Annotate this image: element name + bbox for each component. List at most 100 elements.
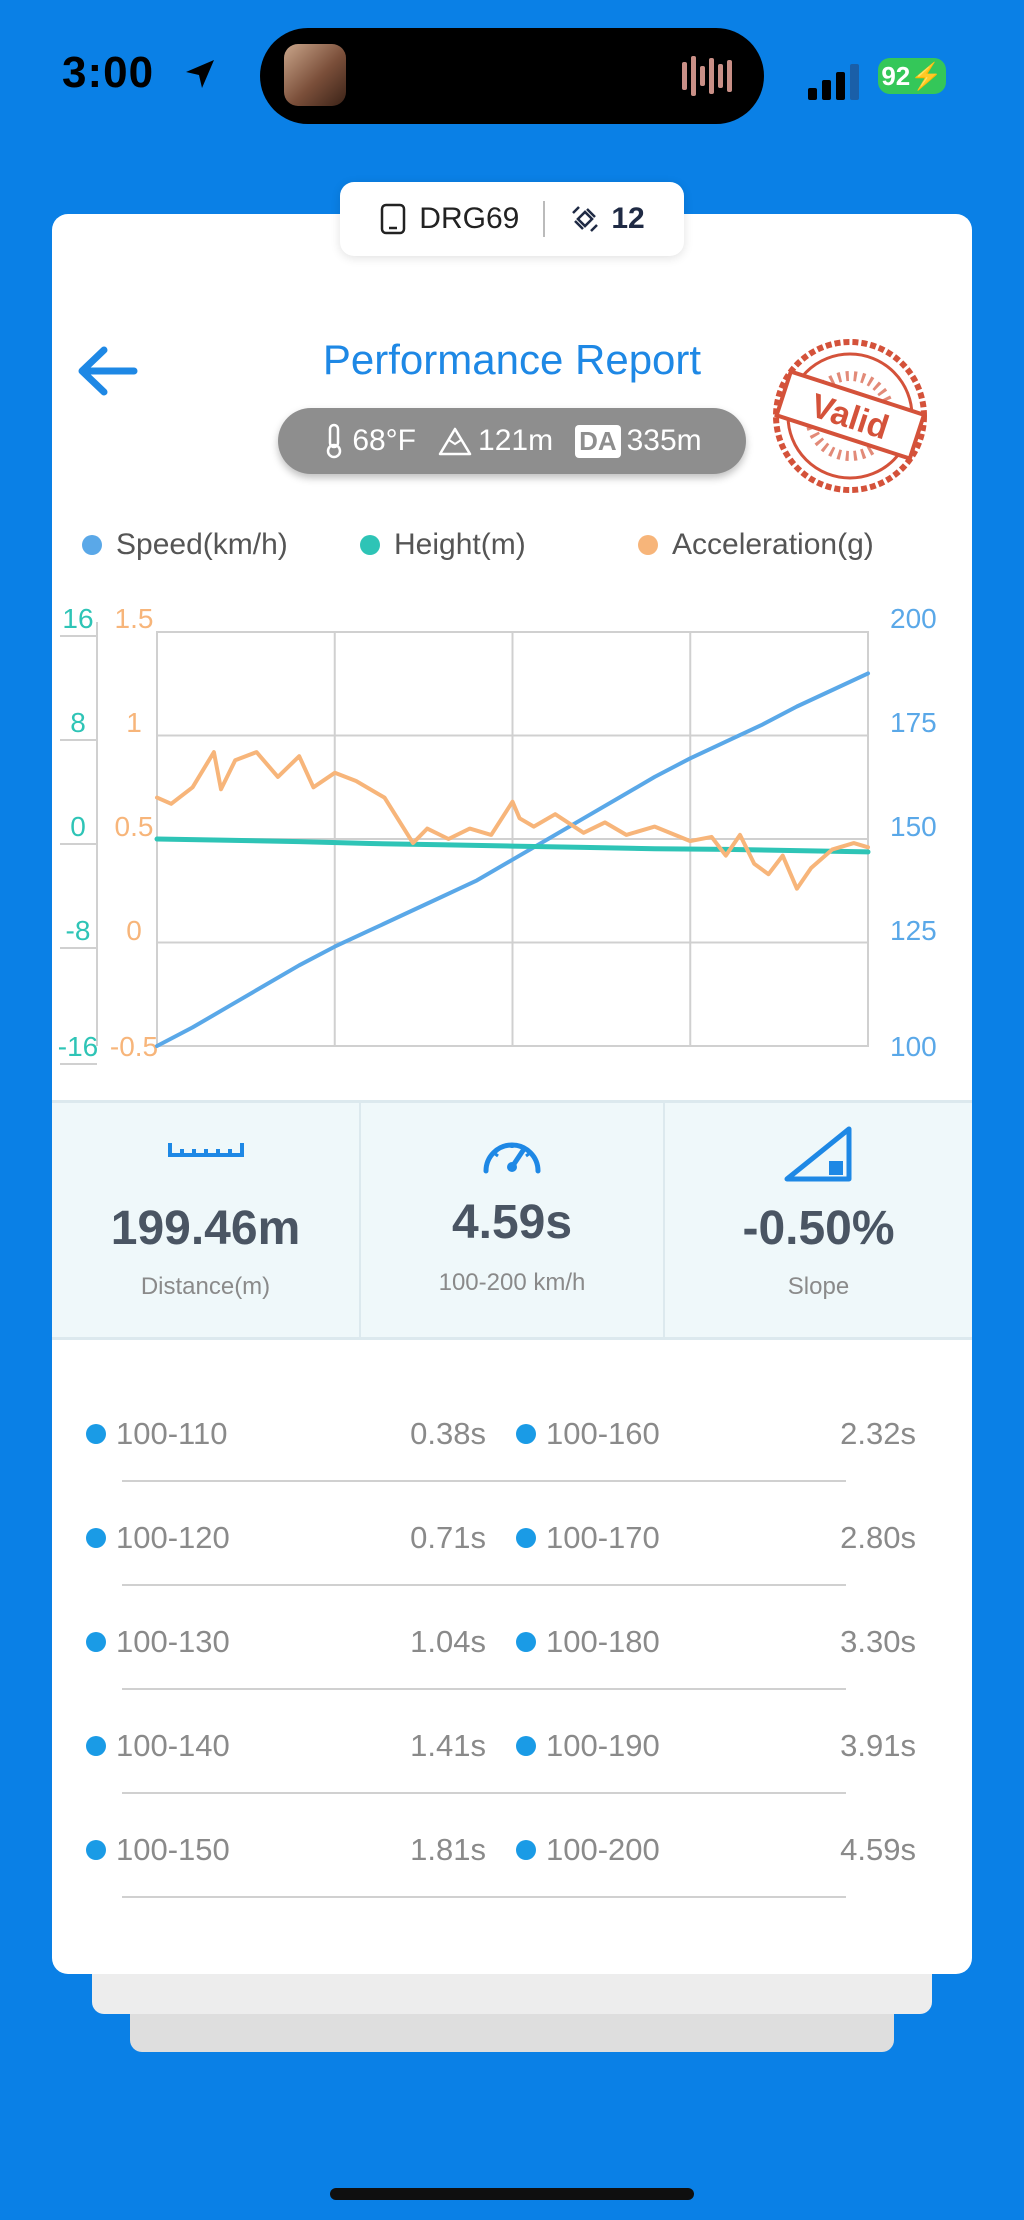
split-row: 100-190 3.91s [516, 1716, 916, 1776]
split-row: 100-170 2.80s [516, 1508, 916, 1568]
split-range: 100-130 [116, 1624, 230, 1659]
series-line-acceleration [155, 750, 870, 891]
report-card [52, 214, 972, 1974]
legend-dot-height [360, 535, 380, 555]
stats-panel: 199.46m Distance(m) 4.59s 100-200 km/h -… [52, 1100, 972, 1340]
chart-legend: Speed(km/h) Height(m) Acceleration(g) [82, 528, 962, 562]
avatar [284, 44, 346, 106]
bullet-dot [516, 1424, 536, 1444]
split-row: 100-150 1.81s [86, 1820, 486, 1880]
temperature: 68°F [352, 424, 417, 457]
chart-series [154, 671, 871, 1048]
speed-tick: 125 [890, 915, 937, 946]
split-row: 100-130 1.04s [86, 1612, 486, 1672]
bullet-dot [86, 1528, 106, 1548]
legend-dot-acceleration [638, 535, 658, 555]
legend-label: Height(m) [394, 528, 526, 561]
split-time: 2.32s [840, 1416, 916, 1451]
split-range: 100-140 [116, 1728, 230, 1763]
split-time: 0.71s [410, 1520, 486, 1555]
height-tick: 16 [62, 603, 93, 634]
split-row: 100-200 4.59s [516, 1820, 916, 1880]
dynamic-island [260, 28, 764, 124]
speed-tick: 150 [890, 811, 937, 842]
slope-value: -0.50% [742, 1202, 895, 1255]
split-range: 100-150 [116, 1832, 230, 1867]
height-tick: -16 [58, 1031, 98, 1062]
accel-tick: 1.5 [115, 603, 154, 634]
row-divider [122, 1792, 846, 1794]
split-range: 100-170 [546, 1520, 660, 1555]
legend-item-height[interactable]: Height(m) [360, 528, 638, 562]
split-row: 100-160 2.32s [516, 1404, 916, 1464]
row-divider [122, 1480, 846, 1482]
performance-chart[interactable]: 16 8 0 -8 -16 1.5 1 0.5 0 -0.5 200 175 150 125 100 [52, 590, 972, 1070]
split-time: 0.38s [410, 1416, 486, 1451]
split-time: 2.80s [840, 1520, 916, 1555]
split-row: 100-180 3.30s [516, 1612, 916, 1672]
bullet-dot [516, 1632, 536, 1652]
legend-dot-speed [82, 535, 102, 555]
bullet-dot [516, 1840, 536, 1860]
thermometer-icon [327, 423, 342, 459]
charging-bolt-icon: ⚡ [910, 61, 943, 91]
accel-tick: 0 [126, 915, 142, 946]
speed-tick: 175 [890, 707, 937, 738]
valid-stamp: Valid [773, 339, 927, 493]
satellite-count: 12 [611, 202, 645, 235]
back-arrow-icon[interactable] [74, 336, 144, 406]
row-divider [122, 1896, 846, 1898]
split-range: 100-110 [116, 1416, 228, 1451]
altitude-mountain-icon [438, 427, 472, 456]
device-name: DRG69 [419, 202, 520, 235]
location-arrow-icon [186, 60, 214, 88]
split-range: 100-200 [546, 1832, 660, 1867]
accel-tick: 0.5 [115, 811, 154, 842]
home-indicator[interactable] [330, 2188, 694, 2200]
speedometer-icon [483, 1142, 541, 1174]
altitude: 121m [478, 424, 554, 457]
legend-label: Acceleration(g) [672, 528, 874, 561]
height-tick: -8 [66, 915, 91, 946]
accel-tick: 1 [126, 707, 142, 738]
time-value: 4.59s [451, 1196, 573, 1249]
conditions-pill: 68°F 121m DA 335m [278, 408, 746, 474]
row-divider [122, 1584, 846, 1586]
chart-ticks: 16 8 0 -8 -16 1.5 1 0.5 0 -0.5 200 175 150 125 100 [58, 603, 937, 1062]
legend-item-acceleration[interactable]: Acceleration(g) [638, 528, 874, 562]
height-tick: 8 [70, 707, 86, 738]
speed-tick: 200 [890, 603, 937, 634]
series-line-speed [155, 671, 870, 1048]
legend-item-speed[interactable]: Speed(km/h) [82, 528, 360, 562]
device-icon [381, 203, 406, 235]
signal-strength-icon [808, 64, 859, 100]
split-range: 100-160 [546, 1416, 660, 1451]
accel-tick: -0.5 [110, 1031, 158, 1062]
bullet-dot [86, 1424, 106, 1444]
divider [543, 201, 546, 237]
bullet-dot [86, 1632, 106, 1652]
battery-level: 92 [881, 61, 911, 91]
slope-icon [784, 1126, 851, 1182]
time-label: 100-200 km/h [438, 1269, 586, 1296]
height-tick: 0 [70, 811, 86, 842]
bullet-dot [516, 1736, 536, 1756]
row-divider [122, 1688, 846, 1690]
device-pill[interactable]: DRG69 12 [340, 182, 684, 256]
density-altitude-label: DA [575, 424, 621, 458]
split-time: 3.91s [840, 1728, 916, 1763]
slope-label: Slope [787, 1273, 850, 1300]
satellite-icon [572, 206, 599, 232]
legend-label: Speed(km/h) [116, 528, 288, 561]
speed-tick: 100 [890, 1031, 937, 1062]
split-range: 100-180 [546, 1624, 660, 1659]
stat-slope: -0.50% Slope [663, 1103, 972, 1337]
distance-label: Distance(m) [140, 1273, 271, 1300]
split-row: 100-110 0.38s [86, 1404, 486, 1464]
stat-distance: 199.46m Distance(m) [52, 1103, 359, 1337]
status-time: 3:00 [62, 48, 155, 97]
split-row: 100-120 0.71s [86, 1508, 486, 1568]
battery-indicator: 92⚡ [878, 58, 946, 94]
distance-value: 199.46m [110, 1202, 301, 1255]
stat-time: 4.59s 100-200 km/h [359, 1103, 663, 1337]
